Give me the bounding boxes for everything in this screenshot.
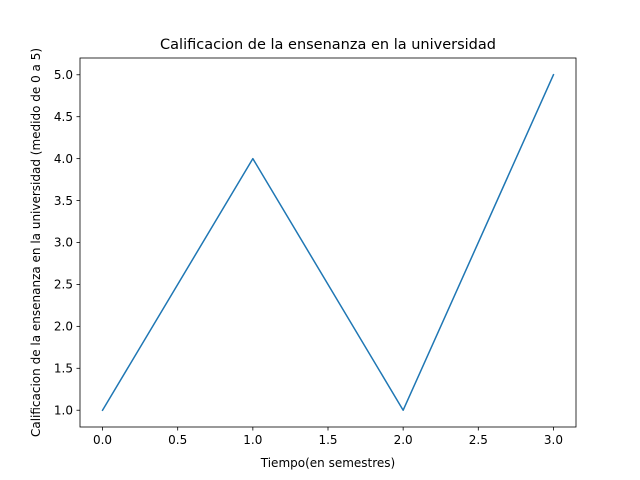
y-tick-label: 2.0 [54,320,73,334]
plot-area: 0.0 0.5 1.0 1.5 2.0 2.5 3.0 1.0 1.5 2.0 2.5 3.0 3.5… [54,57,577,447]
series-line [101,73,555,412]
x-tick-label: 0.0 [93,433,112,447]
x-tick-label: 3.0 [544,433,563,447]
y-tick-label: 3.5 [54,194,73,208]
plot-frame [79,57,577,428]
chart-title: Calificacion de la ensenanza en la unive… [160,37,496,53]
y-tick-label: 1.0 [54,403,73,417]
x-tick-label: 2.0 [394,433,413,447]
y-tick-label: 4.5 [54,110,73,124]
x-tick-label: 1.5 [318,433,337,447]
x-tick-label: 1.0 [243,433,262,447]
plot-background [80,58,576,427]
x-axis-label: Tiempo(en semestres) [260,456,395,470]
y-axis-ticks: 1.0 1.5 2.0 2.5 3.0 3.5 4.0 4.5 5.0 [54,68,80,417]
y-axis-label: Calificacion de la ensenanza en la unive… [29,48,43,437]
y-tick-label: 5.0 [54,68,73,82]
x-axis-ticks: 0.0 0.5 1.0 1.5 2.0 2.5 3.0 [93,427,563,447]
y-tick-label: 2.5 [54,278,73,292]
x-tick-label: 2.5 [469,433,488,447]
y-tick-label: 1.5 [54,361,73,375]
y-tick-label: 3.0 [54,236,73,250]
x-tick-label: 0.5 [168,433,187,447]
y-tick-label: 4.0 [54,152,73,166]
series-layer [101,73,555,412]
